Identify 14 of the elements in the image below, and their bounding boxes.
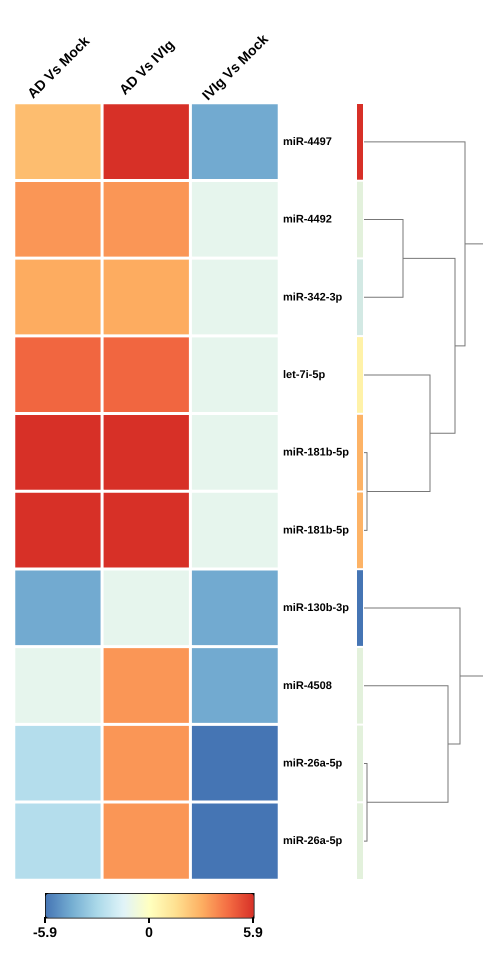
- y2-tick-label: miR-4497: [282, 136, 332, 148]
- y2-tick-label: miR-26a-5p: [282, 757, 343, 770]
- y2-tick-label: miR-26a-5p: [282, 835, 343, 848]
- color-bar-label: 5.9: [243, 924, 263, 940]
- y2-tick-label: miR-4492: [282, 214, 332, 226]
- x-tick-label: AD Vs IVIg: [116, 36, 178, 98]
- color-bar-label: -5.9: [32, 924, 58, 940]
- y2-tick-label: miR-4508: [282, 680, 332, 692]
- y2-tick-label: miR-181b-5p: [282, 524, 350, 536]
- y2-tick-label: let-7i-5p: [282, 368, 326, 381]
- y2-tick-label: miR-130b-3p: [282, 602, 350, 614]
- color-bar-label: 0: [145, 924, 154, 940]
- y2-tick-label: miR-181b-5p: [282, 446, 350, 459]
- y2-tick-label: miR-342-3p: [282, 291, 343, 304]
